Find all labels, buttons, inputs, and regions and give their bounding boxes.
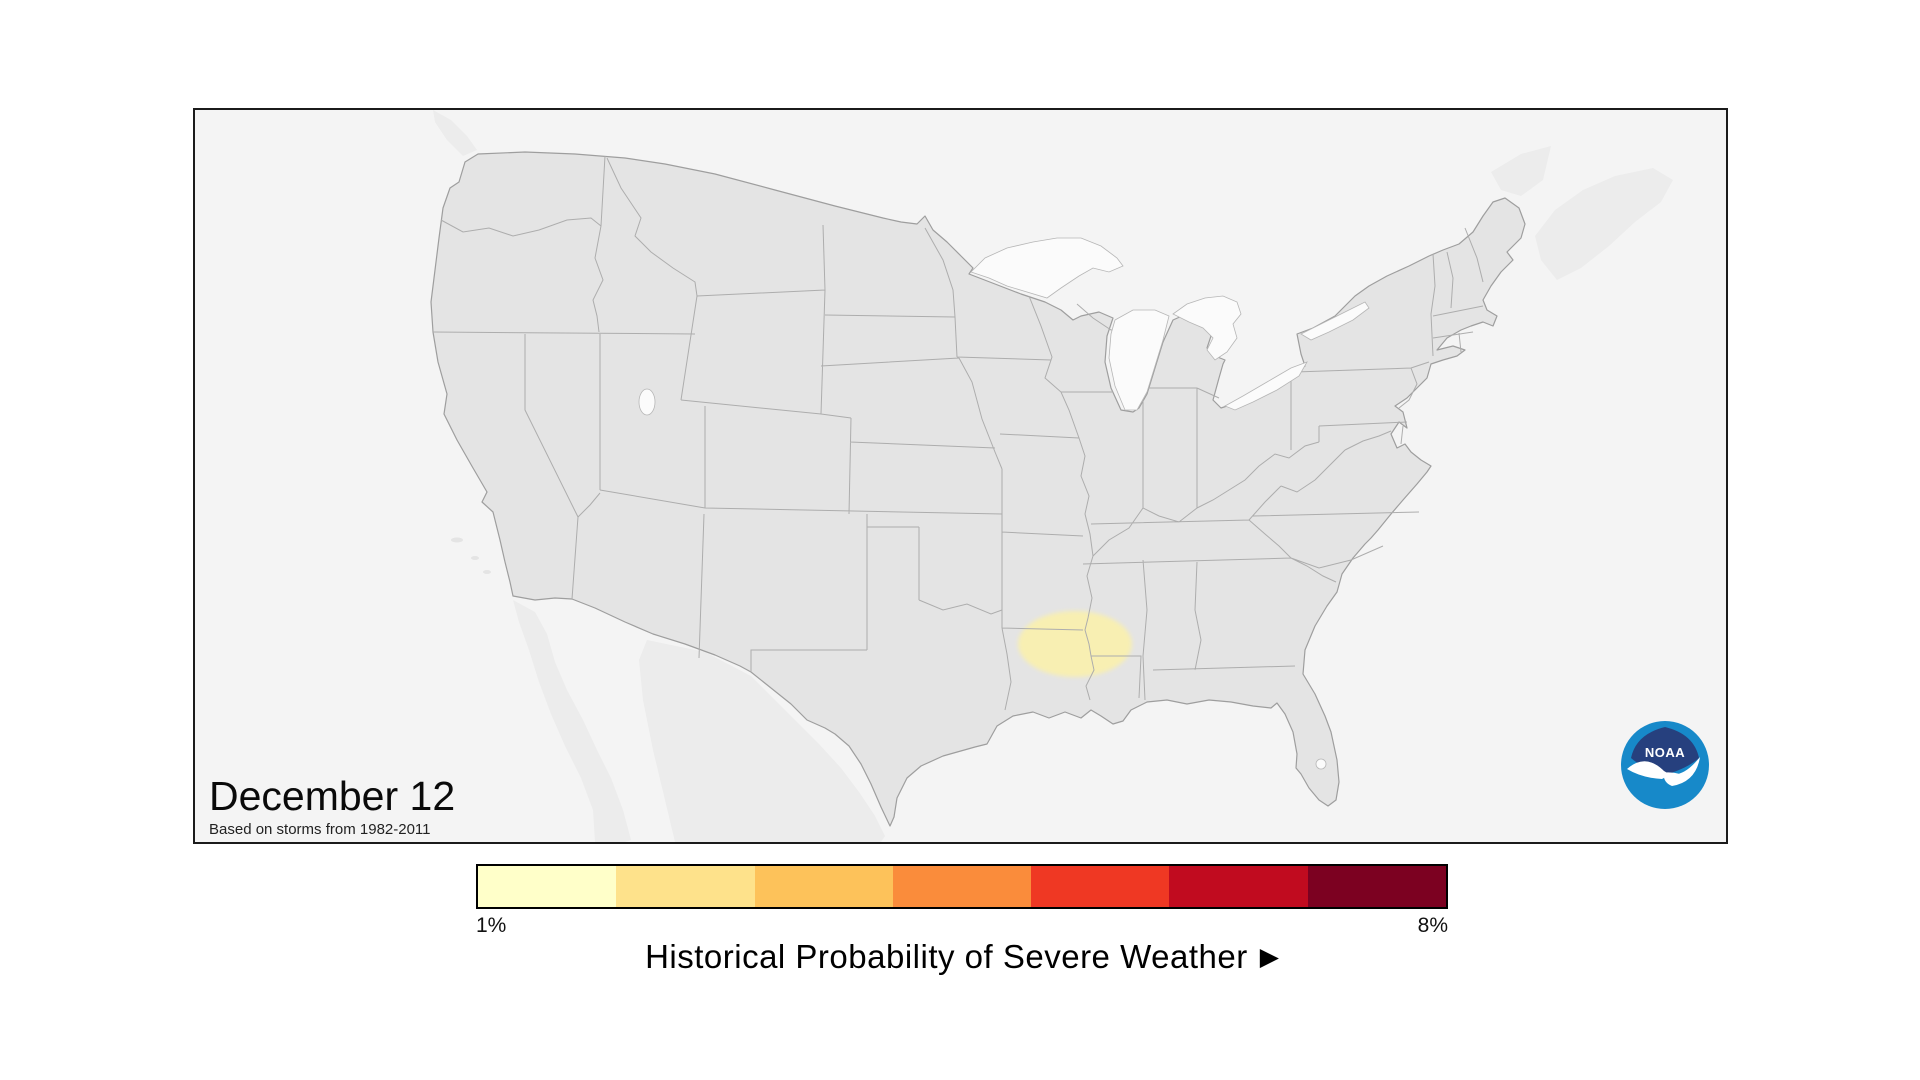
attribution-label: Based on storms from 1982-2011 <box>209 821 431 838</box>
map-panel: December 12 Based on storms from 1982-20… <box>193 108 1728 844</box>
legend-block-7 <box>1307 866 1446 907</box>
us-outline <box>430 151 1526 827</box>
legend-block-4 <box>892 866 1032 907</box>
us-map <box>195 110 1726 842</box>
legend: 1% 8% Historical Probability of Severe W… <box>476 864 1448 976</box>
great-salt-lake-icon <box>638 388 656 416</box>
foreign-land <box>433 110 1673 842</box>
legend-labels: 1% 8% <box>476 914 1448 938</box>
probability-region <box>1018 611 1132 677</box>
caption: December 12 Based on storms from 1982-20… <box>209 773 455 838</box>
channel-islands <box>451 537 491 574</box>
noaa-logo: NOAA <box>1621 721 1709 809</box>
lake-superior-icon <box>970 237 1124 299</box>
legend-block-5 <box>1031 866 1170 907</box>
legend-title: Historical Probability of Severe Weather <box>645 938 1248 975</box>
play-arrow-icon[interactable]: ▶ <box>1259 942 1279 971</box>
lake-okeechobee-icon <box>1315 758 1327 770</box>
noaa-logo-text: NOAA <box>1645 745 1685 760</box>
lake-erie-icon <box>1224 361 1308 411</box>
state-borders-east <box>1028 227 1484 701</box>
legend-block-6 <box>1169 866 1308 907</box>
legend-max-label: 8% <box>1417 914 1448 937</box>
lake-michigan-icon <box>1108 309 1170 411</box>
legend-color-bar <box>476 864 1448 909</box>
great-lakes <box>638 237 1370 770</box>
state-borders-west <box>432 155 1084 711</box>
legend-block-1 <box>478 866 617 907</box>
legend-block-3 <box>754 866 893 907</box>
noaa-logo-bird-icon <box>1627 757 1700 786</box>
date-label: December 12 <box>209 773 456 819</box>
legend-block-2 <box>616 866 755 907</box>
lake-ontario-icon <box>1300 301 1370 341</box>
legend-min-label: 1% <box>476 914 507 937</box>
lake-huron-icon <box>1172 295 1242 361</box>
